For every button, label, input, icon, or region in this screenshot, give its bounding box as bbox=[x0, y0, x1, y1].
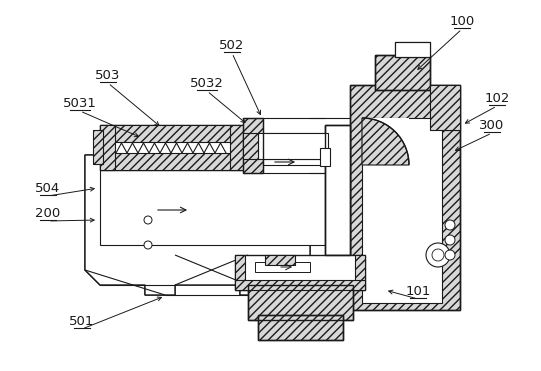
Bar bbox=[93, 130, 103, 164]
Text: 300: 300 bbox=[479, 119, 505, 132]
Circle shape bbox=[445, 220, 455, 230]
Bar bbox=[235, 255, 365, 290]
Polygon shape bbox=[230, 125, 245, 170]
Circle shape bbox=[432, 249, 444, 261]
Polygon shape bbox=[100, 125, 115, 170]
Text: 501: 501 bbox=[69, 315, 95, 328]
Bar bbox=[350, 85, 460, 310]
Bar bbox=[243, 118, 263, 173]
Bar bbox=[265, 255, 295, 265]
Text: 5032: 5032 bbox=[190, 77, 224, 90]
Polygon shape bbox=[243, 133, 258, 159]
Bar bbox=[258, 315, 343, 340]
Text: 5031: 5031 bbox=[63, 97, 97, 110]
Bar bbox=[255, 262, 310, 272]
Text: 101: 101 bbox=[405, 285, 431, 298]
Bar bbox=[243, 118, 263, 173]
Bar bbox=[248, 285, 353, 320]
Circle shape bbox=[144, 216, 152, 224]
Bar bbox=[325, 125, 350, 255]
Bar bbox=[258, 315, 343, 340]
Text: 503: 503 bbox=[95, 69, 121, 82]
Bar bbox=[325, 125, 350, 255]
Bar bbox=[395, 42, 430, 57]
Bar bbox=[395, 42, 430, 57]
Circle shape bbox=[445, 235, 455, 245]
Wedge shape bbox=[362, 118, 409, 165]
Bar bbox=[362, 118, 442, 303]
Bar bbox=[350, 85, 460, 310]
Polygon shape bbox=[430, 85, 460, 130]
Text: 102: 102 bbox=[484, 92, 510, 105]
Bar bbox=[100, 165, 325, 245]
Polygon shape bbox=[100, 125, 245, 142]
Polygon shape bbox=[85, 155, 345, 295]
Text: 504: 504 bbox=[35, 182, 61, 195]
Bar bbox=[258, 133, 328, 159]
Text: 502: 502 bbox=[219, 39, 245, 52]
Polygon shape bbox=[395, 42, 430, 57]
Polygon shape bbox=[325, 125, 350, 255]
Bar bbox=[100, 125, 245, 170]
Text: 100: 100 bbox=[450, 15, 474, 28]
Circle shape bbox=[426, 243, 450, 267]
Circle shape bbox=[445, 250, 455, 260]
Polygon shape bbox=[235, 255, 245, 290]
Bar bbox=[248, 285, 353, 320]
Polygon shape bbox=[235, 280, 365, 290]
Polygon shape bbox=[85, 155, 345, 295]
Bar bbox=[375, 55, 430, 90]
Bar bbox=[362, 118, 409, 165]
Polygon shape bbox=[100, 153, 245, 170]
Polygon shape bbox=[355, 255, 365, 290]
Bar bbox=[320, 148, 330, 166]
Bar bbox=[375, 55, 430, 90]
Text: 200: 200 bbox=[35, 207, 61, 220]
Circle shape bbox=[144, 241, 152, 249]
